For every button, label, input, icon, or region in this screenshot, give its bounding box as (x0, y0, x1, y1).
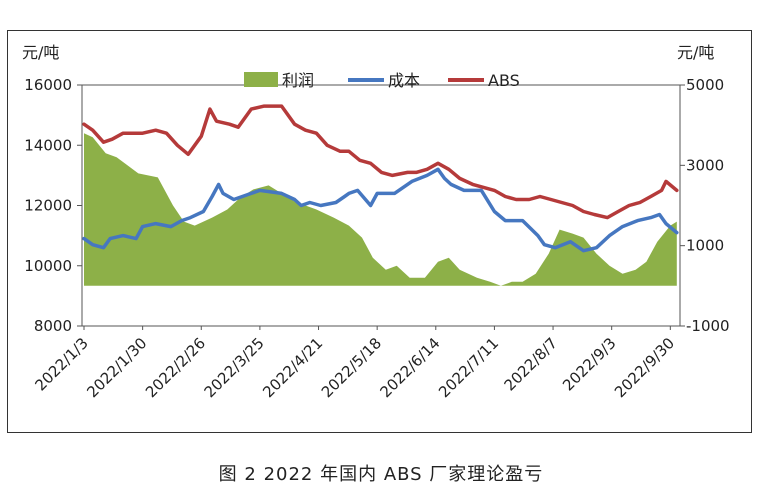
x-tick-label: 2022/9/30 (611, 334, 678, 401)
x-tick-label: 2022/5/18 (318, 334, 385, 401)
legend-swatch-profit (244, 72, 278, 87)
left-tick-label: 16000 (24, 76, 72, 94)
x-tick-label: 2022/1/3 (31, 334, 91, 394)
x-tick-label: 2022/7/11 (435, 334, 502, 401)
profit-chart: 16000 14000 12000 10000 8000 5000 3000 1000 -100… (22, 43, 730, 401)
left-tick-label: 12000 (24, 197, 72, 215)
x-tick-label: 2022/2/26 (142, 334, 209, 401)
legend-label-2: 成本 (388, 71, 420, 90)
right-tick-label: -1000 (686, 317, 730, 335)
left-tick-label: 14000 (24, 136, 72, 154)
right-tick-label: 1000 (686, 237, 724, 255)
x-tick-label: 2022/4/21 (259, 334, 326, 401)
left-axis-unit: 元/吨 (22, 43, 59, 62)
x-tick-label: 2022/3/25 (201, 334, 268, 401)
legend-label-profit: 利润 (282, 71, 314, 90)
x-tick-label: 2022/8/7 (501, 334, 561, 394)
right-axis-unit: 元/吨 (677, 43, 714, 62)
x-tick-label: 2022/1/30 (83, 334, 150, 401)
left-tick-label: 10000 (24, 257, 72, 275)
series-line-2 (82, 104, 679, 220)
legend-label-3: ABS (488, 71, 520, 90)
x-tick-label: 2022/6/14 (377, 334, 444, 401)
x-tick-label: 2022/9/3 (559, 334, 619, 394)
chart-frame (7, 30, 752, 433)
figure-caption: 图 2 2022 年国内 ABS 厂家理论盈亏 (218, 464, 544, 485)
series-profit-area (84, 133, 677, 286)
series-line-1 (82, 167, 679, 253)
right-tick-label: 5000 (686, 76, 724, 94)
left-tick-label: 8000 (34, 317, 72, 335)
right-tick-label: 3000 (686, 156, 724, 174)
